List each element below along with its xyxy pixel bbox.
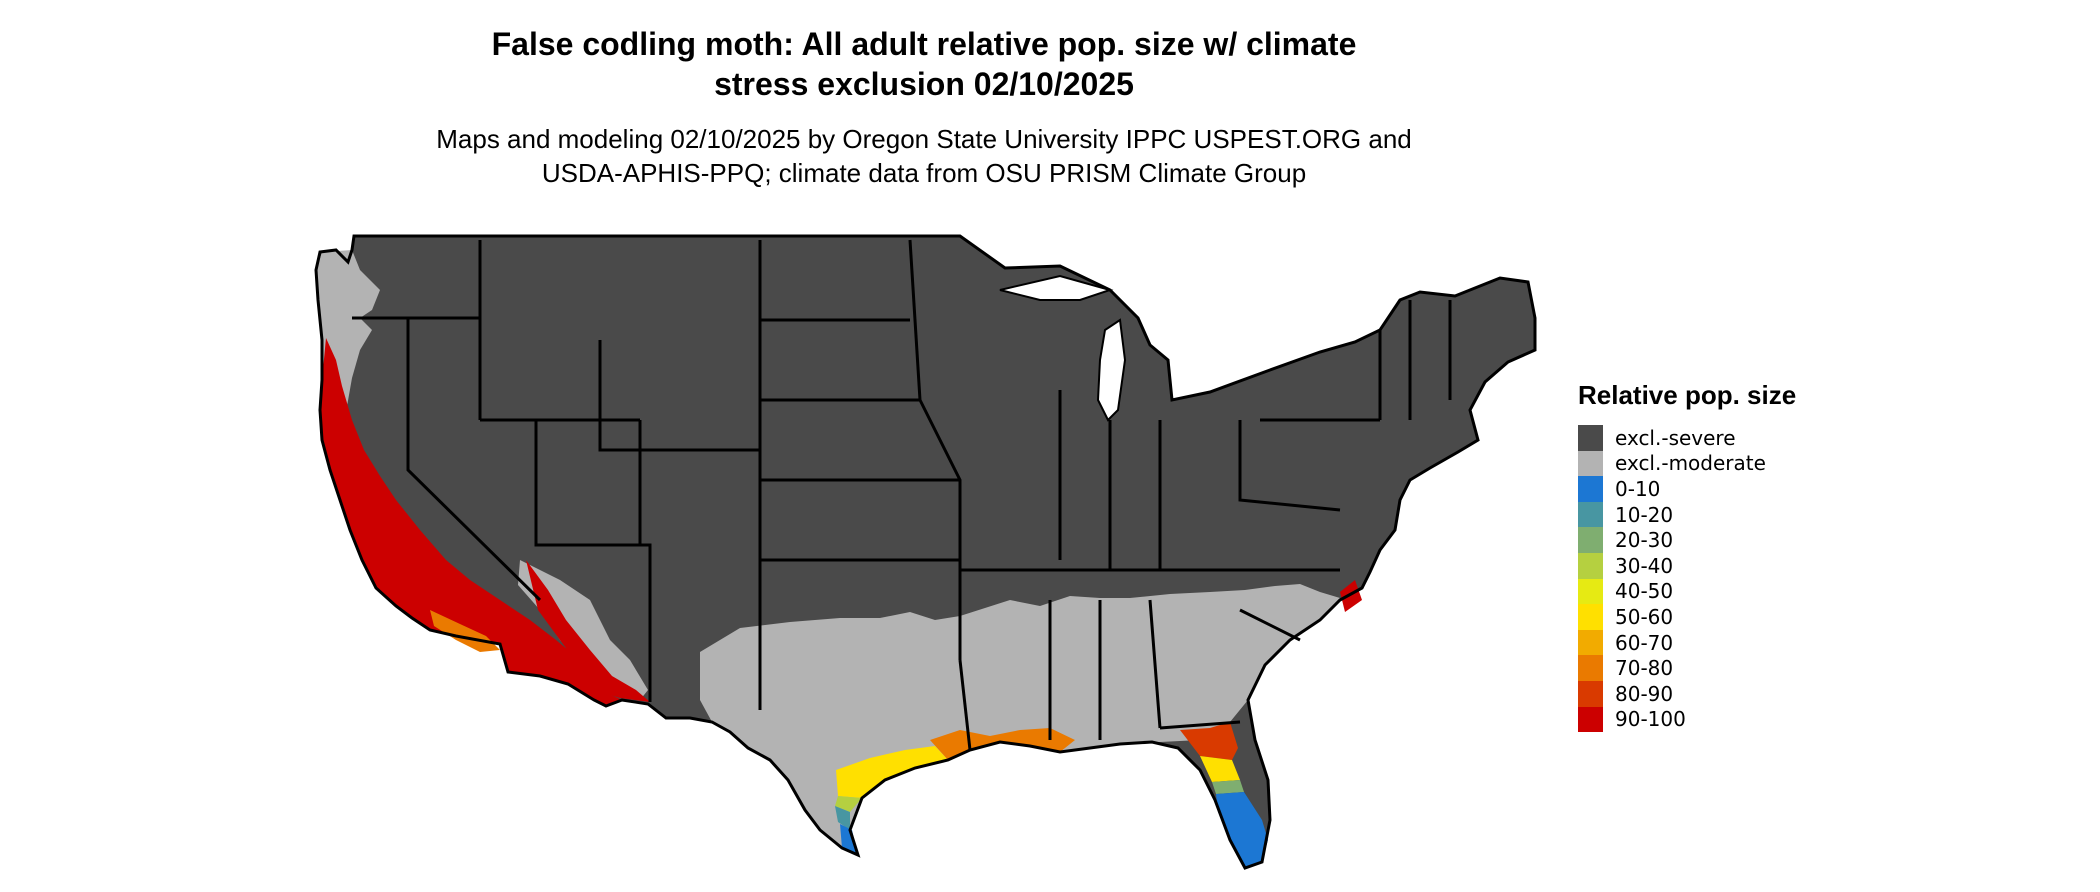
legend-label: excl.-moderate [1615, 451, 1766, 476]
legend-swatch [1578, 629, 1603, 656]
legend-item: 70-80 [1578, 655, 1796, 681]
legend-swatch [1578, 706, 1603, 733]
title-line-2: stress exclusion 02/10/2025 [714, 66, 1134, 102]
legend-item: 40-50 [1578, 578, 1796, 605]
legend-label: 90-100 [1615, 707, 1686, 732]
risk-50-60-florida [1200, 756, 1240, 782]
legend-label: 10-20 [1615, 502, 1674, 527]
risk-80-90-florida-north [1180, 722, 1238, 760]
risk-10-20-texas [835, 806, 850, 830]
subtitle-line-1: Maps and modeling 02/10/2025 by Oregon S… [436, 124, 1412, 154]
legend-swatch [1578, 476, 1603, 502]
subtitle-line-2: USDA-APHIS-PPQ; climate data from OSU PR… [541, 158, 1307, 188]
legend-swatch [1578, 604, 1603, 630]
legend-label: excl.-severe [1615, 425, 1736, 450]
legend-swatch [1578, 655, 1603, 681]
risk-50-60-texas [836, 746, 948, 798]
legend-label: 80-90 [1615, 681, 1674, 706]
lake-michigan [1096, 318, 1127, 422]
legend-item: 20-30 [1578, 527, 1796, 553]
risk-0-10-texas [840, 824, 858, 855]
title-line-1: False codling moth: All adult relative p… [491, 26, 1357, 62]
legend-label: 50-60 [1615, 604, 1674, 629]
legend-item: 30-40 [1578, 552, 1796, 579]
map-title: False codling moth: All adult relative p… [0, 24, 1848, 104]
map-subtitle: Maps and modeling 02/10/2025 by Oregon S… [0, 122, 1848, 190]
legend-label: 0-10 [1615, 476, 1661, 501]
us-risk-map [314, 234, 1537, 870]
legend-item: 50-60 [1578, 604, 1796, 630]
legend-swatch [1578, 578, 1603, 605]
legend-label: 40-50 [1615, 579, 1674, 604]
legend-title: Relative pop. size [1578, 380, 1797, 410]
risk-90-100-nc-coast [1340, 580, 1362, 612]
legend-item: 10-20 [1578, 501, 1796, 528]
legend-item: 90-100 [1578, 706, 1796, 733]
lake-superior [999, 274, 1114, 301]
legend-label: 60-70 [1615, 630, 1674, 655]
legend-swatch [1578, 680, 1603, 707]
risk-0-10-florida [1216, 792, 1268, 868]
legend-label: 30-40 [1615, 553, 1674, 578]
legend-swatch [1578, 501, 1603, 528]
legend-item: 80-90 [1578, 680, 1796, 707]
legend-item: excl.-severe [1578, 425, 1796, 451]
risk-90-100-arizona [526, 560, 650, 702]
legend-items: excl.-severe excl.-moderate 0-10 10-20 2… [1578, 425, 1796, 733]
legend-label: 70-80 [1615, 656, 1674, 681]
legend-swatch [1578, 425, 1603, 451]
us-outline [314, 234, 1537, 870]
legend-item: 60-70 [1578, 629, 1796, 656]
state-borders [352, 239, 1452, 751]
legend: Relative pop. size excl.-severe excl.-mo… [1578, 380, 1797, 733]
risk-20-30-florida [1212, 780, 1244, 794]
legend-swatch [1578, 552, 1603, 579]
risk-30-40-texas [835, 796, 862, 812]
us-land-severe [316, 236, 1535, 868]
risk-70-80-gulf [930, 728, 1075, 760]
legend-swatch [1578, 527, 1603, 553]
legend-item: excl.-moderate [1578, 450, 1796, 477]
legend-item: 0-10 [1578, 476, 1796, 502]
legend-swatch [1578, 450, 1603, 477]
legend-label: 20-30 [1615, 528, 1674, 553]
